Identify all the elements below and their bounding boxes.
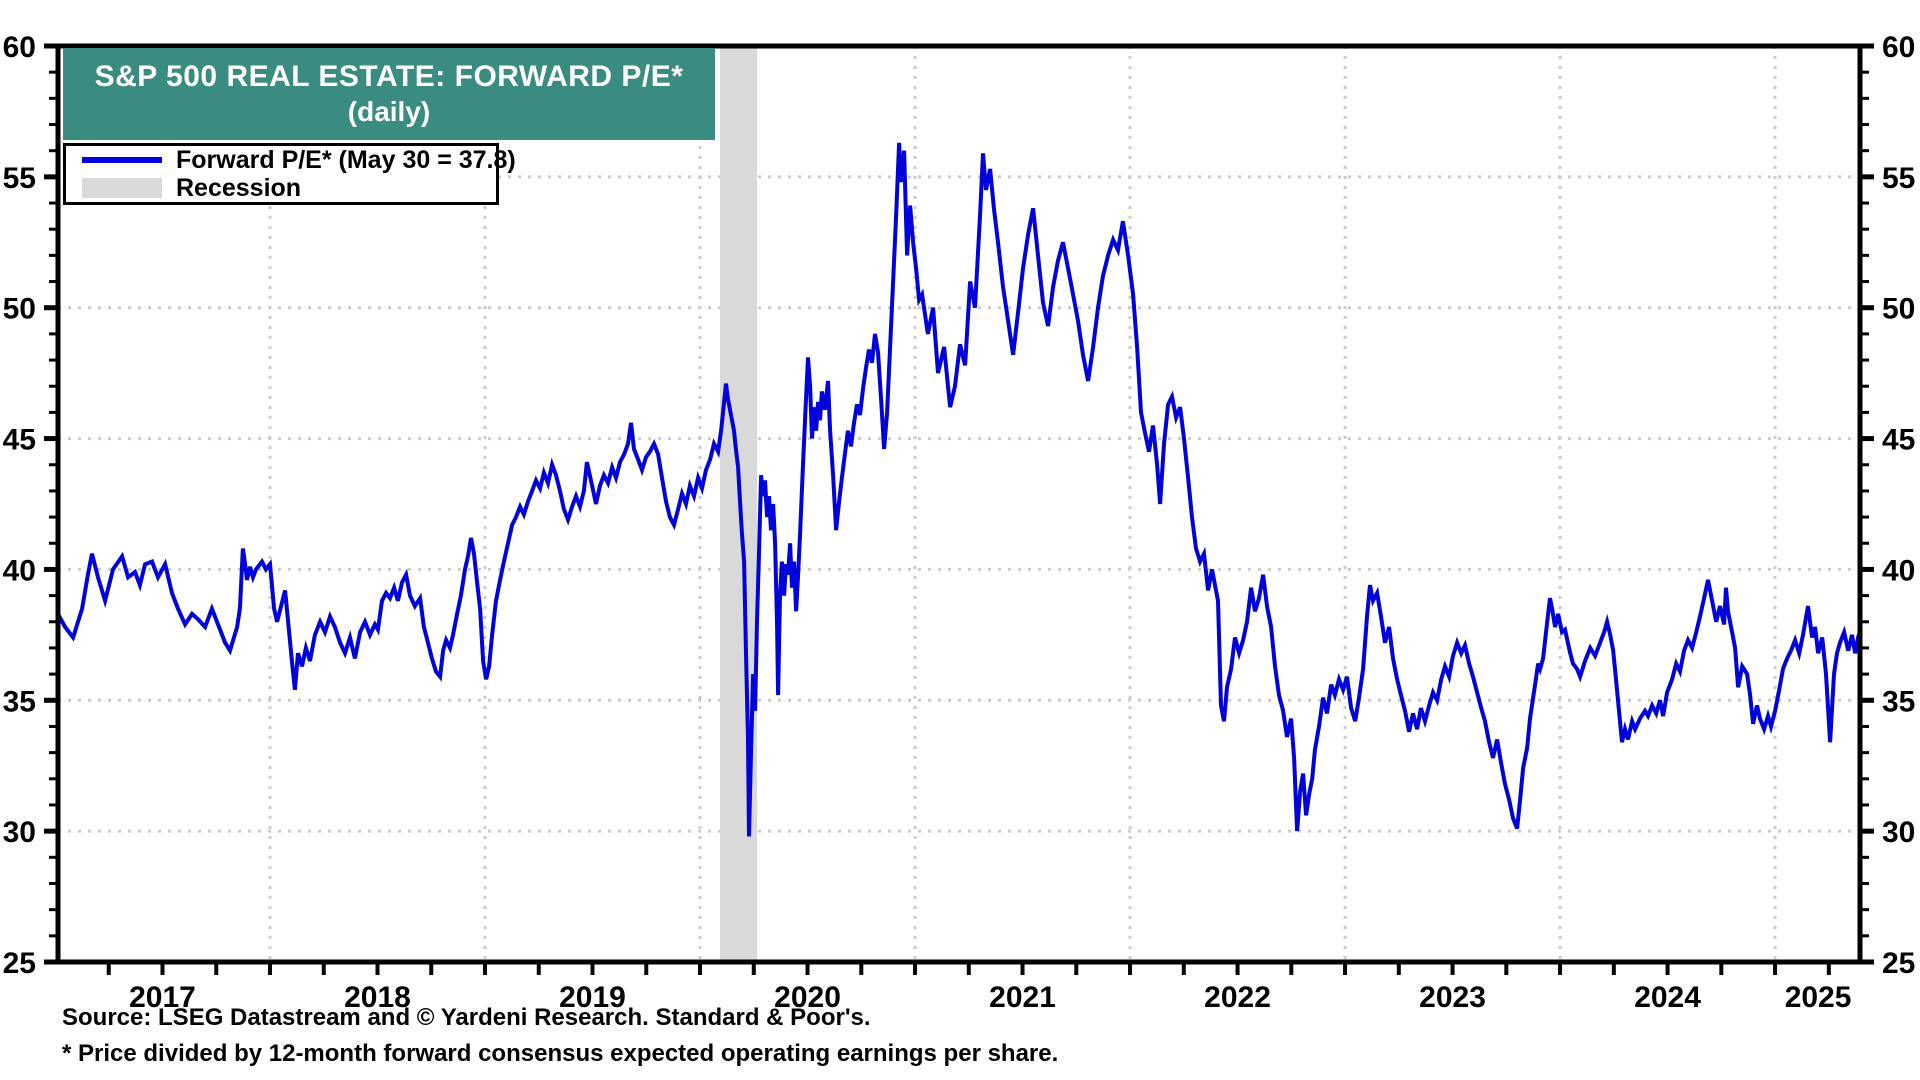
x-axis-year-label: 2024 (1634, 981, 1701, 1014)
x-axis-year-label: 2020 (774, 981, 841, 1014)
y-axis-label-left: 60 (3, 31, 36, 64)
x-axis-year-label: 2022 (1204, 981, 1271, 1014)
x-axis-year-label: 2023 (1419, 981, 1486, 1014)
chart-title: S&P 500 REAL ESTATE: FORWARD P/E* (94, 60, 684, 93)
legend-row-recession: Recession (66, 173, 496, 202)
chart-subtitle: (daily) (347, 96, 431, 127)
footnote: * Price divided by 12-month forward cons… (62, 1040, 1059, 1067)
x-axis-year-label: 2021 (989, 981, 1056, 1014)
axis-ticks (44, 43, 1874, 975)
y-axis-label-right: 30 (1882, 816, 1915, 849)
forward-pe-line (58, 142, 1860, 837)
legend-row-series: Forward P/E* (May 30 = 37.8) (66, 146, 516, 174)
y-axis-label-left: 40 (3, 554, 36, 587)
recession-band-swatch (82, 178, 162, 198)
y-axis-label-left: 45 (3, 424, 36, 457)
y-axis-label-right: 35 (1882, 685, 1915, 718)
y-axis-label-right: 40 (1882, 554, 1915, 587)
series-line-swatch (82, 157, 162, 163)
y-axis-label-right: 55 (1882, 162, 1915, 195)
chart-title-box: S&P 500 REAL ESTATE: FORWARD P/E* (daily… (63, 48, 715, 140)
source-attribution: Source: LSEG Datastream and © Yardeni Re… (62, 1004, 871, 1031)
y-axis-label-left: 30 (3, 816, 36, 849)
y-axis-label-right: 25 (1882, 947, 1915, 980)
x-axis-year-label: 2018 (344, 981, 411, 1014)
recession-legend-label: Recession (176, 173, 302, 202)
y-axis-label-right: 50 (1882, 293, 1915, 326)
y-axis-label-left: 50 (3, 293, 36, 326)
series-legend-label: Forward P/E* (May 30 = 37.8) (176, 145, 516, 174)
axis-labels: 25 25 30 30 35 35 40 40 45 45 50 50 55 55 60 60 2017 2018… (3, 31, 1916, 1014)
y-axis-label-left: 55 (3, 162, 36, 195)
x-axis-year-label: 2019 (559, 981, 626, 1014)
x-axis-year-label: 2017 (129, 981, 196, 1014)
legend: Forward P/E* (May 30 = 37.8) Recession (63, 143, 516, 205)
y-axis-label-right: 60 (1882, 31, 1915, 64)
y-axis-label-left: 35 (3, 685, 36, 718)
y-axis-label-left: 25 (3, 947, 36, 980)
plot-frame (55, 43, 1863, 965)
x-axis-year-label: 2025 (1785, 981, 1852, 1014)
y-axis-label-right: 45 (1882, 424, 1915, 457)
